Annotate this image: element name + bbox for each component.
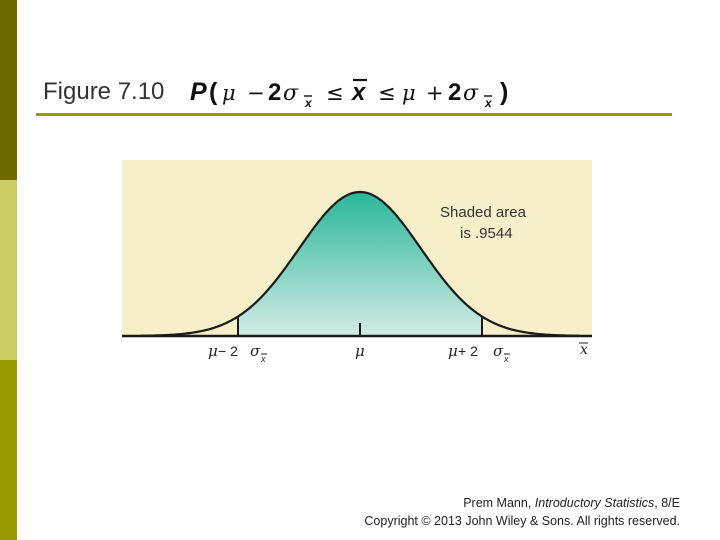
formula-sigma-right: σ	[463, 81, 479, 106]
formula-mu-right: μ	[402, 81, 416, 105]
axis-variable-label: x	[580, 342, 588, 358]
formula-xbar: x	[350, 79, 367, 106]
sidebar-segment-bottom	[0, 360, 17, 540]
shaded-area	[238, 192, 482, 336]
formula-plus: +	[426, 81, 444, 105]
formula-minus: −	[247, 81, 265, 105]
title-underline	[36, 113, 672, 116]
tick-label-center: μ	[355, 342, 365, 360]
formula-p: P	[190, 78, 207, 106]
slide-title: Figure 7.10	[43, 78, 165, 105]
probability-formula: P ( μ − 2 σ x ≤ x ≤ μ + 2 σ x )	[190, 78, 508, 110]
formula-le-right: ≤	[378, 81, 396, 105]
formula-sub-right: x	[484, 96, 493, 110]
tick-label-right-sub: x	[503, 354, 509, 364]
credit-author: Prem Mann,	[463, 496, 535, 510]
formula-two-right: 2	[448, 79, 461, 106]
credit-book-title: Introductory Statistics	[534, 496, 655, 510]
formula-open-paren: (	[209, 78, 218, 106]
credit-line-1: Prem Mann, Introductory Statistics, 8/E	[364, 494, 680, 512]
tick-label-left-op: − 2	[218, 343, 238, 359]
tick-label-right-sigma: σ	[493, 342, 504, 360]
formula-sigma-left: σ	[283, 81, 299, 106]
normal-curve-figure: Shaded area is .9544 μ − 2 σ x μ μ + 2 σ…	[122, 160, 592, 364]
sidebar-segment-middle	[0, 180, 17, 360]
tick-label-right-mu: μ	[448, 342, 458, 360]
shaded-area-label-line1: Shaded area	[440, 204, 527, 221]
tick-label-left-mu: μ	[208, 342, 218, 360]
formula-le-left: ≤	[326, 81, 344, 105]
sidebar-segment-top	[0, 0, 17, 180]
tick-label-left-sub: x	[260, 354, 266, 364]
tick-label-left-sigma: σ	[250, 342, 261, 360]
formula-close-paren: )	[500, 78, 508, 106]
tick-label-right-op: + 2	[458, 343, 478, 359]
credit-line-2: Copyright © 2013 John Wiley & Sons. All …	[364, 514, 680, 528]
shaded-area-label-line2: is .9544	[460, 225, 513, 242]
copyright-credit: Prem Mann, Introductory Statistics, 8/E …	[364, 494, 680, 530]
credit-edition: , 8/E	[654, 496, 680, 510]
sidebar-bar	[0, 0, 17, 540]
formula-mu-left: μ	[222, 81, 236, 105]
normal-curve	[140, 190, 580, 337]
formula-two-left: 2	[268, 79, 281, 106]
formula-sub-left: x	[304, 96, 313, 110]
